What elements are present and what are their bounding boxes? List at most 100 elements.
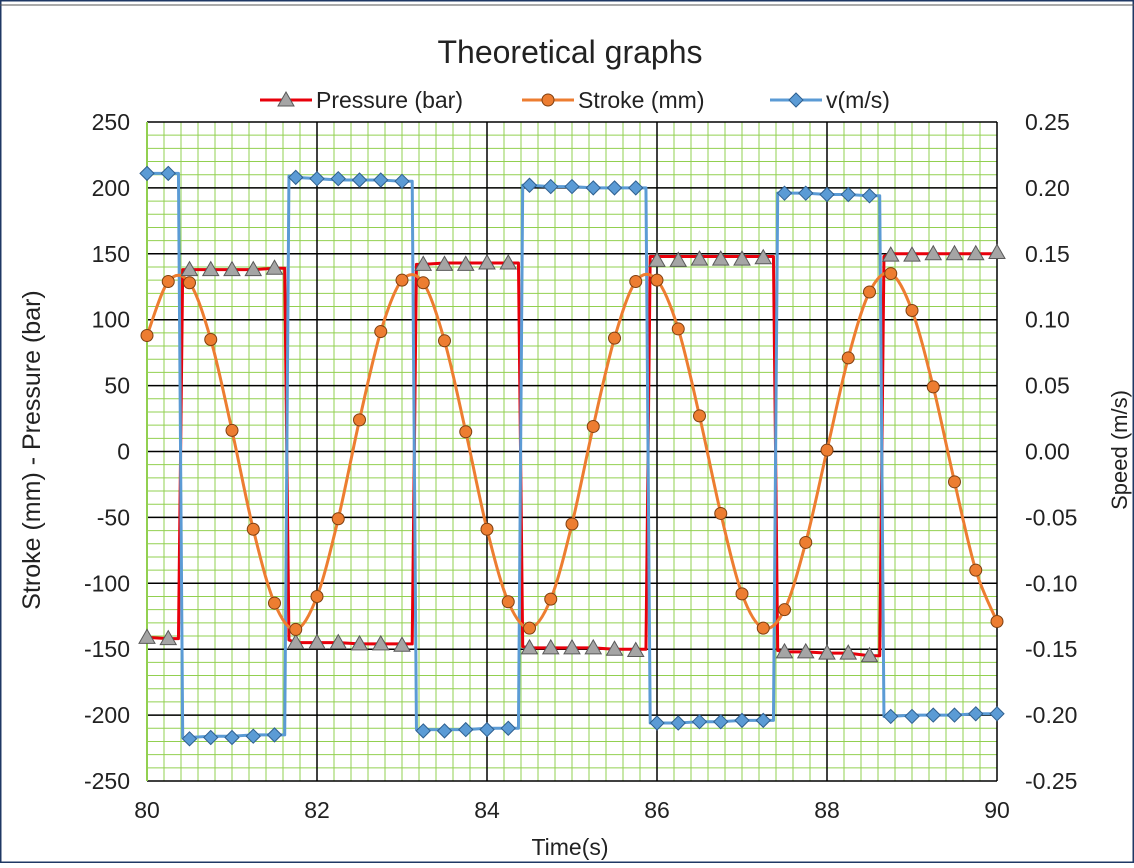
- pressure-point: [796, 642, 815, 659]
- stroke-point: [331, 512, 345, 526]
- legend-label-stroke: Stroke (mm): [578, 87, 705, 113]
- y-right-tick-label: 0.25: [1025, 109, 1070, 135]
- speed-point: [989, 706, 1005, 722]
- stroke-point: [310, 589, 324, 603]
- speed-point: [458, 721, 474, 738]
- speed-point: [373, 172, 389, 188]
- speed-point: [203, 729, 219, 746]
- stroke-point: [395, 273, 409, 287]
- x-tick-label: 90: [984, 797, 1010, 823]
- speed-point: [351, 172, 368, 188]
- speed-point: [628, 180, 644, 196]
- stroke-point: [438, 334, 451, 348]
- pressure-point: [881, 246, 900, 262]
- speed-point: [564, 178, 580, 195]
- speed-point: [245, 728, 261, 744]
- y-left-tick-label: 50: [104, 373, 130, 399]
- speed-point: [330, 170, 346, 187]
- speed-point: [755, 712, 771, 729]
- stroke-point: [863, 285, 876, 299]
- y-right-tick-label: -0.25: [1025, 768, 1077, 794]
- stroke-point: [671, 322, 685, 336]
- stroke-point: [778, 603, 791, 617]
- speed-point: [606, 180, 623, 196]
- stroke-point: [268, 596, 281, 610]
- speed-point: [543, 178, 559, 195]
- y-right-tick-label: -0.15: [1025, 636, 1077, 662]
- speed-point: [394, 173, 410, 190]
- y-left-tick-label: 200: [92, 175, 130, 201]
- pressure-point: [690, 250, 709, 266]
- pressure-point: [456, 255, 475, 271]
- y-right-tick-label: -0.05: [1025, 504, 1077, 530]
- pressure-point: [818, 644, 836, 660]
- speed-point: [479, 721, 495, 738]
- speed-point: [691, 713, 708, 730]
- pressure-point: [839, 644, 858, 660]
- stroke-point: [735, 587, 749, 601]
- pressure-point: [860, 646, 879, 663]
- pressure-point: [329, 633, 348, 650]
- stroke-point: [820, 443, 834, 457]
- stroke-point: [586, 419, 600, 433]
- speed-point: [670, 715, 686, 731]
- stroke-point: [523, 621, 536, 635]
- pressure-point: [520, 638, 539, 655]
- stroke-point: [246, 522, 260, 536]
- stroke-point: [650, 273, 664, 287]
- stroke-point: [884, 267, 898, 281]
- speed-point: [819, 186, 835, 203]
- stroke-point: [374, 325, 388, 339]
- stroke-point: [926, 380, 940, 394]
- y-left-tick-label: -50: [97, 504, 130, 530]
- y-right-tick-label: -0.10: [1025, 570, 1077, 596]
- legend-item-stroke: Stroke (mm): [522, 87, 705, 113]
- grid-layer: [146, 121, 998, 782]
- speed-point: [436, 723, 453, 739]
- stroke-point: [161, 274, 175, 288]
- speed-point: [266, 727, 283, 743]
- pressure-point: [435, 255, 454, 271]
- speed-point: [500, 720, 516, 736]
- speed-point: [904, 708, 920, 725]
- pressure-point: [286, 633, 305, 650]
- legend-label-speed: v(m/s): [826, 87, 890, 113]
- pressure-point: [626, 641, 645, 658]
- y-right-tick-label: 0.10: [1025, 307, 1070, 333]
- pressure-point: [988, 243, 1006, 259]
- speed-point: [883, 708, 899, 725]
- pressure-point: [563, 638, 581, 655]
- legend: Pressure (bar) Stroke (mm) v(m/s): [260, 87, 890, 113]
- pressure-point: [924, 244, 943, 261]
- stroke-point: [799, 535, 813, 549]
- stroke-point: [140, 329, 154, 343]
- pressure-point: [605, 640, 624, 656]
- speed-point: [160, 165, 176, 182]
- pressure-point: [775, 642, 794, 659]
- legend-item-pressure: Pressure (bar): [260, 87, 463, 113]
- chart-title: Theoretical graphs: [437, 34, 702, 70]
- legend-marker-triangle: [277, 90, 295, 107]
- legend-item-speed: v(m/s): [770, 87, 890, 113]
- stroke-point: [565, 517, 579, 531]
- stroke-point: [990, 615, 1004, 629]
- y-left-tick-label: 150: [92, 241, 130, 267]
- pressure-point: [350, 634, 369, 651]
- stroke-point: [544, 592, 558, 606]
- pressure-point: [711, 250, 730, 266]
- speed-point: [585, 180, 601, 196]
- pressure-point: [201, 260, 220, 277]
- pressure-point: [584, 638, 603, 655]
- speed-point: [713, 713, 729, 730]
- y-right-axis-label: Speed (m/s): [1107, 390, 1132, 510]
- speed-point: [925, 707, 941, 723]
- pressure-point: [478, 254, 496, 270]
- legend-label-pressure: Pressure (bar): [316, 87, 463, 113]
- y-right-tick-label: 0.20: [1025, 175, 1070, 201]
- speed-point: [840, 186, 856, 203]
- pressure-point: [945, 244, 964, 261]
- y-left-tick-label: 100: [92, 307, 130, 333]
- stroke-point: [905, 303, 919, 317]
